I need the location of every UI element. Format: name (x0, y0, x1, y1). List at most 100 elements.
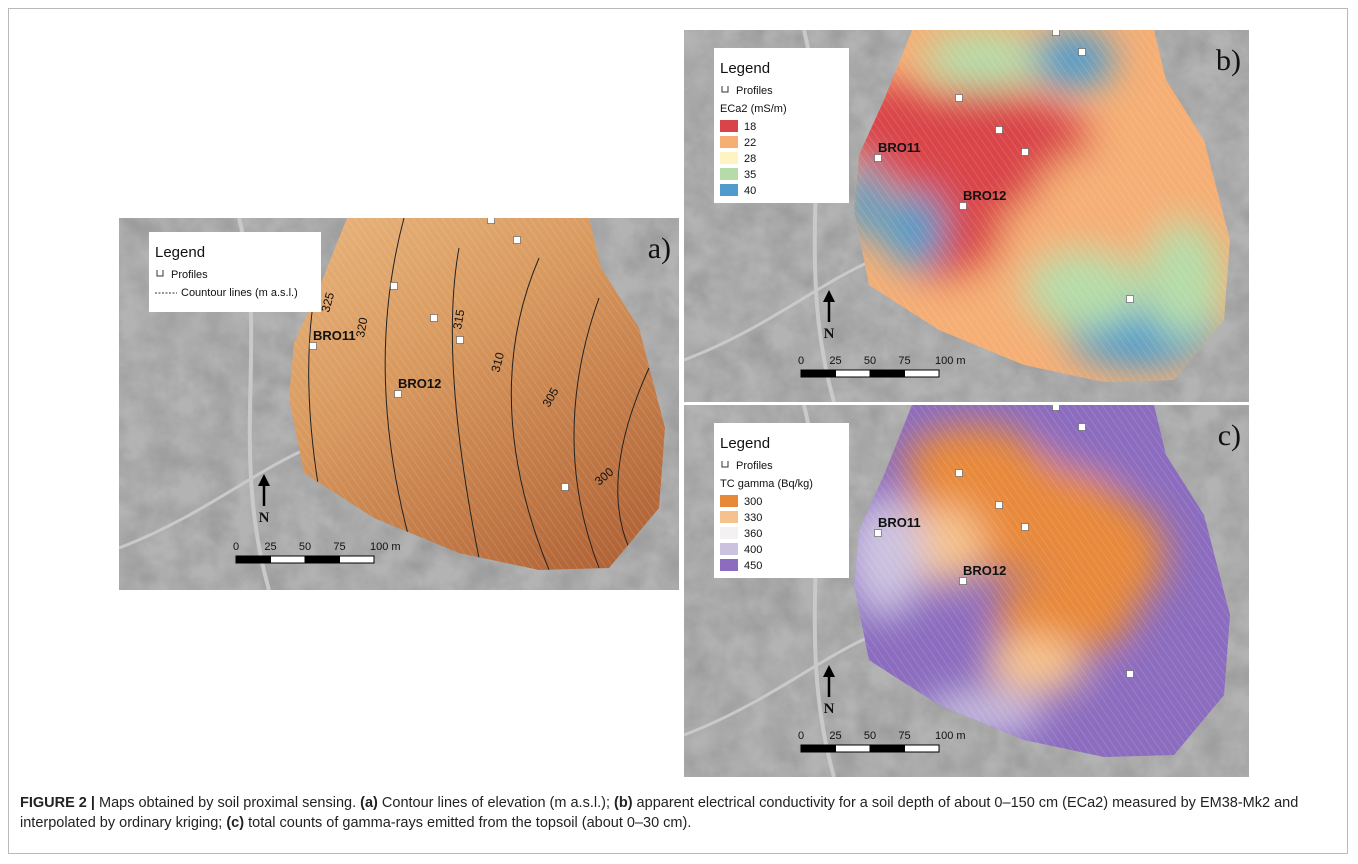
scale-segment (870, 745, 905, 752)
scale-label: 100 m (935, 730, 966, 742)
scale-segment (801, 745, 836, 752)
profile-marker (996, 127, 1003, 134)
legend-item: Profiles (736, 85, 773, 97)
panel-label: a) (648, 232, 671, 265)
legend-item: Countour lines (m a.s.l.) (181, 287, 298, 299)
legend-swatch (720, 543, 738, 555)
legend-item: Profiles (736, 460, 773, 472)
legend-item: 450 (744, 560, 762, 572)
scale-label: 75 (898, 355, 910, 367)
scale-label: 100 m (935, 355, 966, 367)
legend-swatch (720, 136, 738, 148)
legend-item: 35 (744, 169, 756, 181)
site-label: BRO12 (963, 188, 1006, 203)
profile-marker (1022, 149, 1029, 156)
legend-swatch (720, 559, 738, 571)
profile-marker (1022, 524, 1029, 531)
profile-marker (310, 343, 317, 350)
scale-segment (905, 745, 940, 752)
scale-segment (271, 556, 306, 563)
scale-label: 100 m (370, 541, 401, 553)
legend-item: 360 (744, 528, 762, 540)
map-panel: BRO11 BRO12 b) Legend Profiles ECa2 (mS/m) 18 2… (684, 30, 1249, 402)
legend-swatch (720, 511, 738, 523)
scale-label: 0 (798, 355, 804, 367)
profile-marker (1053, 405, 1060, 411)
profile-marker (875, 155, 882, 162)
scale-segment (905, 370, 940, 377)
legend-item: 28 (744, 153, 756, 165)
scale-segment (305, 556, 340, 563)
scale-label: 0 (798, 730, 804, 742)
profile-marker (956, 95, 963, 102)
scale-label: 50 (864, 355, 876, 367)
profile-marker (1079, 49, 1086, 56)
legend-item: Profiles (171, 269, 208, 281)
profile-marker (1127, 671, 1134, 678)
north-label: N (259, 510, 270, 526)
profile-marker (1053, 30, 1060, 36)
site-label: BRO11 (878, 140, 921, 155)
caption-part: Maps obtained by soil proximal sensing. (95, 795, 360, 811)
scale-segment (340, 556, 375, 563)
profile-marker (956, 470, 963, 477)
caption-part: (a) (360, 795, 378, 811)
north-label: N (824, 701, 835, 717)
profile-marker (457, 337, 464, 344)
scale-label: 25 (829, 355, 841, 367)
scale-segment (801, 370, 836, 377)
legend-swatch (720, 495, 738, 507)
scale-label: 75 (898, 730, 910, 742)
site-label: BRO12 (963, 563, 1006, 578)
scale-segment (236, 556, 271, 563)
profile-marker (1127, 296, 1134, 303)
legend-title: Legend (155, 244, 205, 261)
legend-item: 40 (744, 185, 756, 197)
legend-title: Legend (720, 60, 770, 77)
legend-title: Legend (720, 435, 770, 452)
profile-marker (875, 530, 882, 537)
caption-part: Contour lines of elevation (m a.s.l.); (378, 795, 614, 811)
legend-swatch (720, 527, 738, 539)
profile-marker (395, 391, 402, 398)
caption: FIGURE 2 | Maps obtained by soil proxima… (20, 793, 1340, 833)
caption-part: (c) (226, 815, 244, 831)
scale-label: 25 (829, 730, 841, 742)
legend-subtitle: ECa2 (mS/m) (720, 103, 787, 115)
caption-part: FIGURE 2 | (20, 795, 95, 811)
scale-segment (836, 370, 871, 377)
site-label: BRO12 (398, 376, 441, 391)
scale-label: 75 (333, 541, 345, 553)
profile-marker (1079, 424, 1086, 431)
legend-swatch (720, 184, 738, 196)
legend-swatch (720, 152, 738, 164)
caption-part: total counts of gamma-rays emitted from … (244, 815, 691, 831)
panel-label: b) (1216, 44, 1241, 77)
site-label: BRO11 (878, 515, 921, 530)
profile-marker (960, 578, 967, 585)
scale-label: 0 (233, 541, 239, 553)
profile-marker (431, 315, 438, 322)
site-label: BRO11 (313, 328, 356, 343)
profile-marker (960, 203, 967, 210)
profile-marker (996, 502, 1003, 509)
scale-label: 50 (299, 541, 311, 553)
legend-item: 18 (744, 121, 756, 133)
scale-label: 50 (864, 730, 876, 742)
scale-label: 25 (264, 541, 276, 553)
profile-marker (562, 484, 569, 491)
caption-part: (b) (614, 795, 633, 811)
scale-segment (836, 745, 871, 752)
panel-label: c) (1218, 419, 1241, 452)
legend-item: 22 (744, 137, 756, 149)
scale-segment (870, 370, 905, 377)
profile-marker (391, 283, 398, 290)
page: FIGURE 2 | Maps obtained by soil proxima… (0, 0, 1358, 864)
legend-item: 330 (744, 512, 762, 524)
north-label: N (824, 326, 835, 342)
profile-marker (514, 237, 521, 244)
legend-item: 300 (744, 496, 762, 508)
legend-item: 400 (744, 544, 762, 556)
